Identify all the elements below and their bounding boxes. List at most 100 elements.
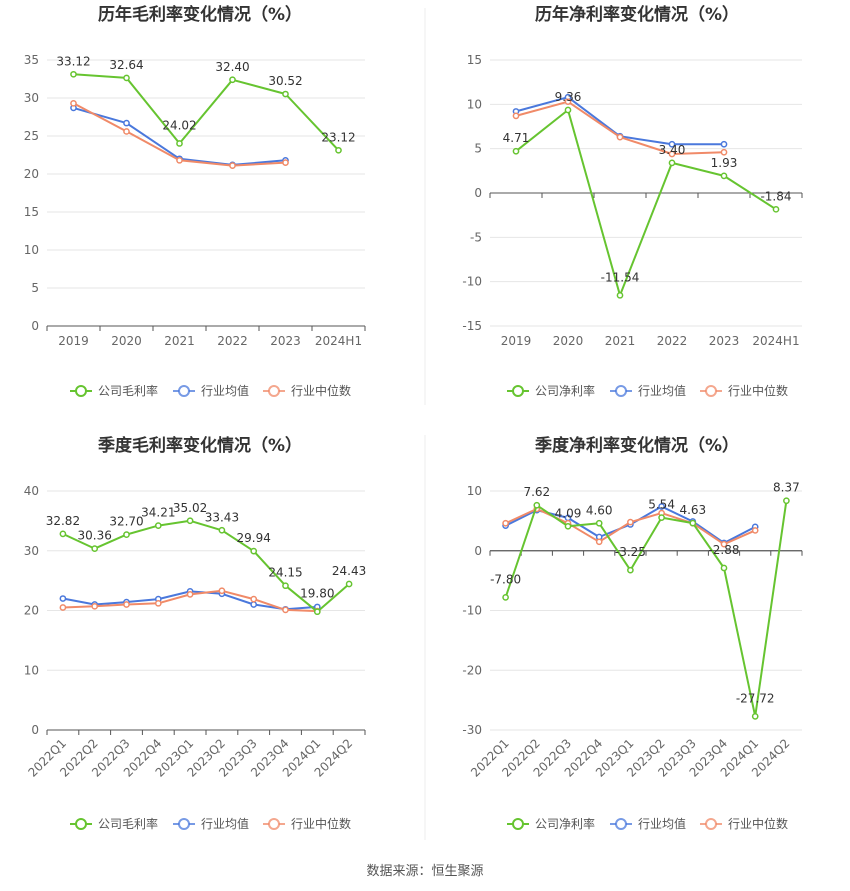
legend-label: 公司毛利率 bbox=[98, 383, 158, 398]
data-point bbox=[186, 591, 194, 598]
data-label: 1.93 bbox=[711, 156, 738, 170]
x-tick-label: 2019 bbox=[501, 334, 532, 348]
data-label: -27.72 bbox=[736, 691, 775, 705]
data-label: 24.15 bbox=[268, 566, 302, 580]
series-line-company bbox=[504, 500, 788, 718]
legend-swatch-marker bbox=[512, 385, 524, 397]
chart-title: 历年净利率变化情况（%） bbox=[535, 4, 739, 25]
chart-panel-2: 历年净利率变化情况（%） -15 -10 -5 0 5 10 15 2019 2020 2021 20… bbox=[462, 4, 803, 398]
data-point bbox=[59, 595, 67, 602]
data-label: 9.36 bbox=[555, 90, 582, 104]
y-tick-label: 40 bbox=[24, 484, 39, 498]
data-point bbox=[616, 133, 624, 141]
data-label: 32.64 bbox=[109, 58, 143, 72]
y-tick-label: 25 bbox=[24, 129, 39, 143]
data-point bbox=[627, 566, 634, 574]
legend-item-company[interactable]: 公司毛利率 bbox=[70, 383, 158, 398]
legend-label: 行业均值 bbox=[638, 383, 686, 398]
y-tick-label: 10 bbox=[467, 484, 482, 498]
data-label: -7.80 bbox=[490, 572, 521, 586]
legend-swatch-marker bbox=[705, 818, 717, 830]
data-point bbox=[250, 547, 258, 555]
data-point bbox=[720, 148, 728, 156]
data-point bbox=[70, 70, 77, 78]
data-label: -1.84 bbox=[760, 189, 791, 203]
legend-item-company[interactable]: 公司净利率 bbox=[507, 383, 595, 398]
data-point bbox=[313, 608, 321, 616]
legend-swatch-marker bbox=[512, 818, 524, 830]
legend-item-industry-average[interactable]: 行业均值 bbox=[173, 816, 249, 831]
data-label: 24.43 bbox=[332, 564, 366, 578]
data-point bbox=[91, 545, 99, 552]
series-line-company bbox=[515, 109, 777, 297]
x-tick-label: 2024H1 bbox=[752, 334, 799, 348]
legend-swatch-marker bbox=[615, 818, 627, 830]
data-point bbox=[720, 140, 728, 148]
legend-item-industry-median[interactable]: 行业中位数 bbox=[263, 816, 351, 831]
data-point bbox=[533, 501, 541, 509]
y-tick-label: 0 bbox=[31, 723, 39, 737]
y-tick-label: -30 bbox=[462, 723, 482, 737]
data-label: 32.70 bbox=[109, 515, 143, 529]
data-label: 8.37 bbox=[773, 481, 800, 495]
legend-item-industry-median[interactable]: 行业中位数 bbox=[700, 816, 788, 831]
y-tick-label: 0 bbox=[474, 544, 482, 558]
data-label: 4.09 bbox=[555, 506, 582, 520]
data-label: 3.40 bbox=[659, 143, 686, 157]
legend-item-industry-average[interactable]: 行业均值 bbox=[173, 383, 249, 398]
data-point bbox=[720, 564, 728, 572]
data-label: 30.52 bbox=[268, 74, 302, 88]
data-label: 7.62 bbox=[523, 485, 550, 499]
legend-item-industry-average[interactable]: 行业均值 bbox=[610, 383, 686, 398]
data-point bbox=[250, 601, 258, 608]
data-label: 19.80 bbox=[300, 587, 334, 601]
legend-swatch-marker bbox=[75, 818, 87, 830]
legend-label: 行业均值 bbox=[201, 816, 249, 831]
data-point bbox=[658, 514, 665, 521]
data-point bbox=[595, 519, 603, 527]
data-point bbox=[154, 599, 162, 607]
x-tick-label: 2024H1 bbox=[315, 334, 362, 348]
legend-item-industry-average[interactable]: 行业均值 bbox=[610, 816, 686, 831]
data-label: 5.54 bbox=[648, 498, 675, 512]
data-point bbox=[751, 527, 759, 534]
y-tick-label: 30 bbox=[24, 91, 39, 105]
y-tick-label: 0 bbox=[31, 319, 39, 333]
y-tick-label: -15 bbox=[462, 319, 482, 333]
legend-item-company[interactable]: 公司毛利率 bbox=[70, 816, 158, 831]
data-point bbox=[502, 594, 509, 601]
legend-item-company[interactable]: 公司净利率 bbox=[507, 816, 595, 831]
data-label: 34.21 bbox=[141, 506, 175, 520]
chart-title: 季度净利率变化情况（%） bbox=[535, 435, 739, 456]
y-tick-label: 10 bbox=[24, 663, 39, 677]
x-tick-label: 2023 bbox=[709, 334, 740, 348]
series-line-company bbox=[62, 519, 350, 613]
legend-swatch-marker bbox=[615, 385, 627, 397]
legend-item-industry-median[interactable]: 行业中位数 bbox=[263, 383, 351, 398]
y-tick-label: 10 bbox=[24, 243, 39, 257]
data-point bbox=[282, 582, 289, 590]
legend-item-industry-median[interactable]: 行业中位数 bbox=[700, 383, 788, 398]
series-line-industry-median bbox=[515, 100, 725, 155]
data-point bbox=[720, 172, 728, 180]
x-tick-label: 2021 bbox=[605, 334, 636, 348]
data-label: 33.12 bbox=[56, 54, 90, 68]
data-point bbox=[512, 112, 520, 120]
chart-title: 季度毛利率变化情况（%） bbox=[98, 435, 302, 456]
data-source-note: 数据来源：恒生聚源 bbox=[366, 864, 483, 879]
data-point bbox=[218, 526, 226, 534]
legend-label: 行业中位数 bbox=[728, 383, 788, 398]
data-point bbox=[282, 606, 289, 614]
data-point bbox=[123, 601, 130, 608]
data-point bbox=[627, 518, 634, 526]
x-tick-label: 2020 bbox=[553, 334, 584, 348]
x-tick-label: 2022 bbox=[217, 334, 248, 348]
data-point bbox=[186, 517, 194, 525]
data-point bbox=[772, 205, 780, 213]
chart-panel-1: 历年毛利率变化情况（%） 0 5 10 15 20 25 30 35 2019 2020 2021 20… bbox=[24, 4, 366, 398]
data-point bbox=[282, 90, 289, 98]
y-tick-label: 0 bbox=[474, 186, 482, 200]
y-tick-label: 30 bbox=[24, 544, 39, 558]
data-label: 32.82 bbox=[46, 514, 80, 528]
y-tick-label: 15 bbox=[24, 205, 39, 219]
